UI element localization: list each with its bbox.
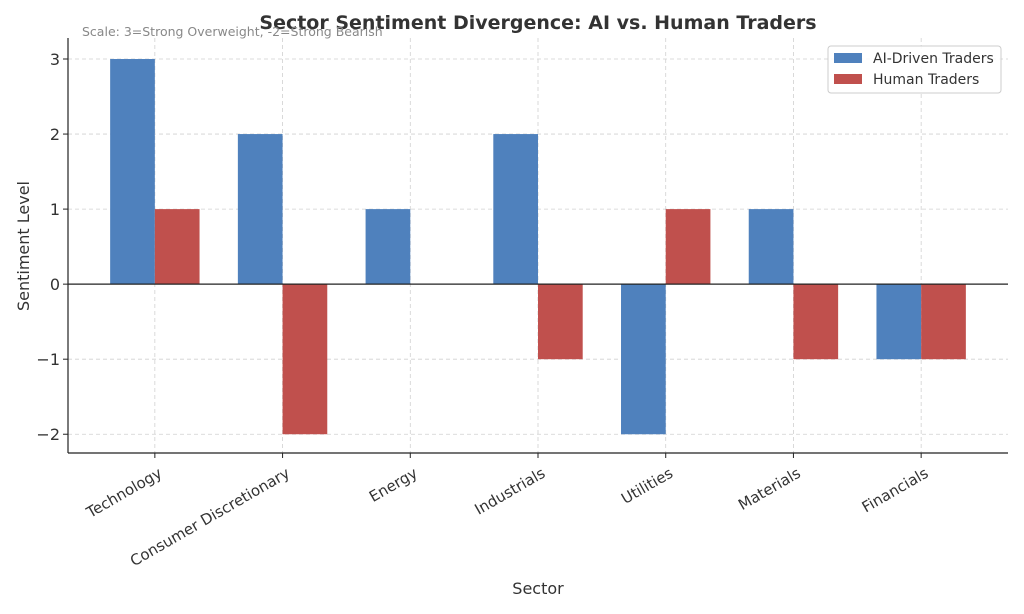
bar-human bbox=[282, 284, 328, 435]
x-tick-label: Industrials bbox=[472, 464, 549, 519]
y-axis-label: Sentiment Level bbox=[14, 181, 33, 311]
x-tick-label: Materials bbox=[735, 464, 804, 514]
legend: AI-Driven Traders Human Traders bbox=[827, 45, 1002, 94]
legend-box bbox=[827, 45, 1002, 94]
bar-ai bbox=[110, 59, 155, 285]
y-tick-label: −2 bbox=[36, 425, 60, 444]
bar-human bbox=[665, 209, 711, 285]
x-tick-label: Technology bbox=[82, 464, 165, 522]
y-tick-label: −1 bbox=[36, 350, 60, 369]
bar-human bbox=[154, 209, 200, 285]
y-tick-label: 3 bbox=[50, 50, 60, 69]
x-tick-label: Utilities bbox=[618, 464, 676, 508]
bar-ai bbox=[365, 209, 411, 285]
y-tick-label: 2 bbox=[50, 125, 60, 144]
x-axis-label: Sector bbox=[512, 579, 564, 598]
bar-human bbox=[538, 284, 583, 360]
bar-ai bbox=[876, 284, 922, 360]
bar-ai bbox=[748, 209, 794, 285]
legend-swatch bbox=[834, 53, 862, 63]
y-tick-label: 1 bbox=[50, 200, 60, 219]
legend-label: AI-Driven Traders bbox=[873, 51, 994, 67]
bar-human bbox=[793, 284, 839, 360]
y-tick-label: 0 bbox=[50, 275, 60, 294]
legend-swatch bbox=[834, 74, 862, 84]
bar-ai bbox=[237, 134, 283, 285]
chart-annotation: Scale: 3=Strong Overweight, -2=Strong Be… bbox=[82, 24, 383, 39]
bar-ai bbox=[493, 134, 538, 285]
x-tick-label: Energy bbox=[366, 464, 421, 506]
chart-title: Sector Sentiment Divergence: AI vs. Huma… bbox=[259, 12, 816, 34]
x-tick-label: Financials bbox=[859, 464, 932, 516]
bar-human bbox=[921, 284, 966, 360]
bar-ai bbox=[621, 284, 666, 435]
legend-label: Human Traders bbox=[873, 72, 979, 88]
